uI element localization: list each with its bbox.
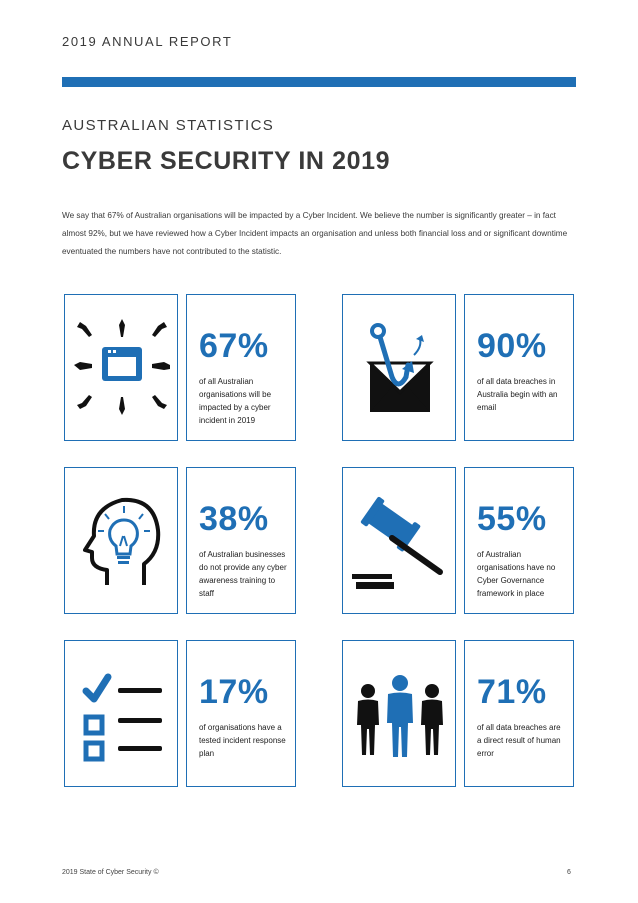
intro-paragraph: We say that 67% of Australian organisati… [62, 211, 568, 256]
stat-icon-box-4 [342, 467, 456, 614]
checklist-icon [82, 673, 162, 762]
stat-icon-box-6 [342, 640, 456, 787]
stat-icon-box-2 [342, 294, 456, 441]
gavel-icon [352, 496, 443, 589]
stat-card-1: 67% of all Australian organisations will… [186, 294, 296, 441]
computer-under-attack-icon [74, 319, 170, 415]
stat-icon-box-3 [64, 467, 178, 614]
footer-copyright: 2019 State of Cyber Security © [62, 869, 159, 876]
section-kicker: AUSTRALIAN STATISTICS [62, 117, 275, 134]
phishing-email-icon [366, 323, 434, 412]
head-lightbulb-icon [83, 497, 161, 585]
page-number: 6 [567, 869, 571, 876]
stat-value: 67% [199, 327, 269, 365]
people-icon [357, 675, 443, 757]
stat-card-4: 55% of Australian organisations have no … [464, 467, 574, 614]
stat-card-3: 38% of Australian businesses do not prov… [186, 467, 296, 614]
stat-icon-box-1 [64, 294, 178, 441]
report-title: 2019 ANNUAL REPORT [62, 34, 233, 49]
stat-value: 38% [199, 500, 269, 538]
section-title: CYBER SECURITY IN 2019 [62, 147, 391, 175]
stat-value: 90% [477, 327, 547, 365]
stat-description: of Australian businesses do not provide … [199, 550, 287, 598]
stat-card-2: 90% of all data breaches in Australia be… [464, 294, 574, 441]
stat-description: of all data breaches in Australia begin … [477, 377, 558, 412]
stat-card-6: 71% of all data breaches are a direct re… [464, 640, 574, 787]
stat-icon-box-5 [64, 640, 178, 787]
stat-value: 71% [477, 673, 547, 711]
stat-value: 17% [199, 673, 269, 711]
stat-value: 55% [477, 500, 547, 538]
stat-description: of organisations have a tested incident … [199, 723, 286, 758]
stat-description: of all data breaches are a direct result… [477, 723, 561, 758]
stat-description: of all Australian organisations will be … [199, 377, 272, 425]
stat-card-5: 17% of organisations have a tested incid… [186, 640, 296, 787]
header-divider [62, 77, 576, 87]
stat-description: of Australian organisations have no Cybe… [477, 550, 556, 598]
